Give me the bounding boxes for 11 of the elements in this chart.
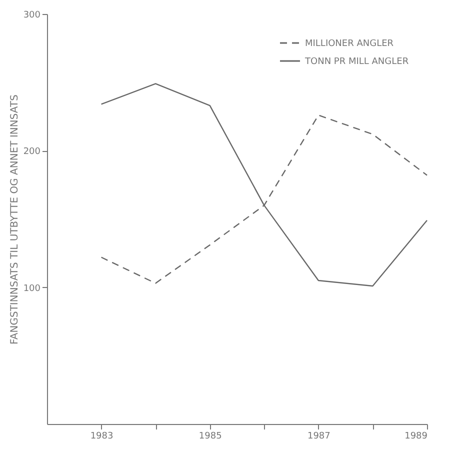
legend-label: MILLIONER ANGLER	[305, 39, 394, 49]
legend-label: TONN PR MILL ANGLER	[304, 57, 409, 67]
x-tick-label: 1985	[198, 432, 222, 442]
y-tick-label: 100	[23, 284, 41, 294]
x-tick-label: 1987	[307, 432, 330, 442]
x-tick-label: 1983	[90, 432, 114, 442]
y-tick-label: 300	[23, 10, 41, 20]
x-tick-label: 1989	[404, 432, 428, 442]
y-axis-title: FANGSTINNSATS TIL UTBYTTE OG ANNET INNSATS	[9, 94, 20, 344]
line-series	[100, 83, 428, 287]
y-tick-label: 200	[23, 147, 41, 158]
